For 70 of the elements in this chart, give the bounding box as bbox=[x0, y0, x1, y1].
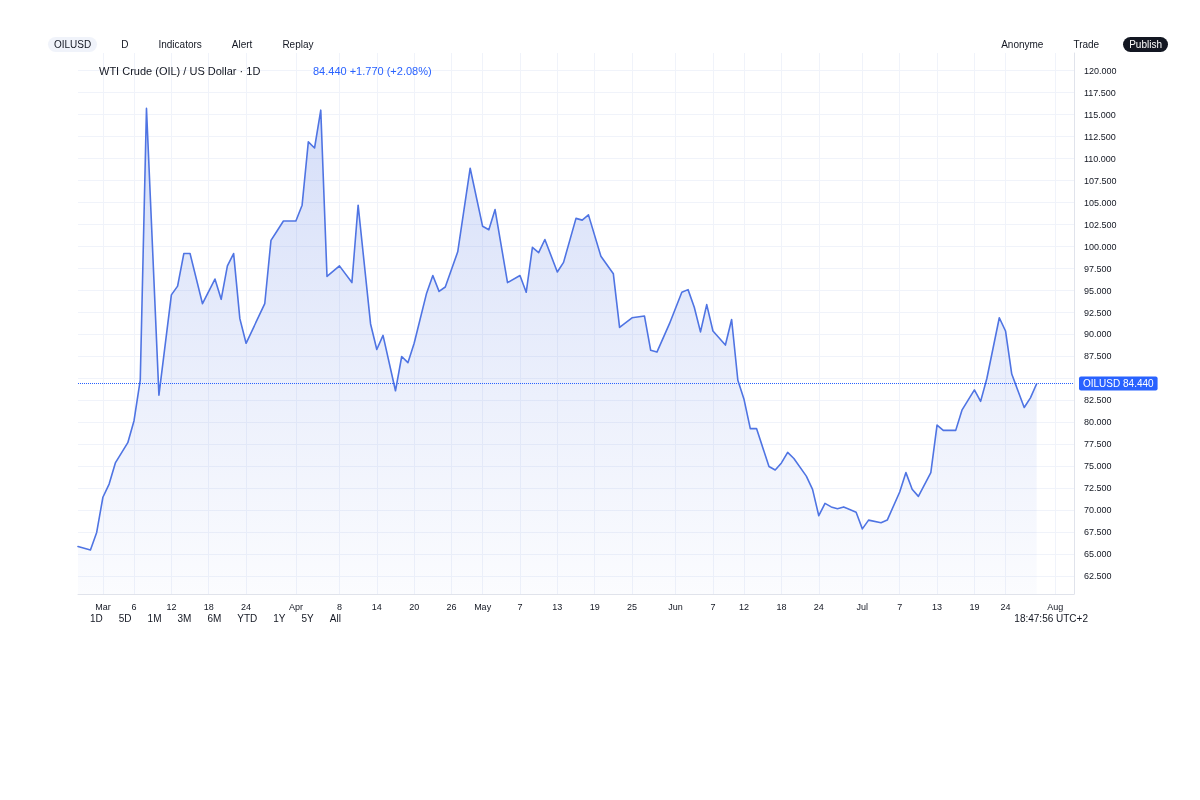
x-tick-label: 24 bbox=[813, 601, 824, 612]
text: OILUSD bbox=[48, 36, 98, 52]
x-tick-label: 20 bbox=[409, 601, 420, 612]
y-tick-label: 107.500 bbox=[1084, 175, 1117, 186]
text: Publish bbox=[1123, 36, 1168, 52]
y-tick-label: 90.000 bbox=[1084, 329, 1112, 340]
x-tick-label: 13 bbox=[932, 601, 943, 612]
y-tick-label: 87.500 bbox=[1084, 351, 1112, 362]
x-tick-label: 18 bbox=[203, 601, 214, 612]
x-tick-label: 19 bbox=[969, 601, 980, 612]
y-tick-label: 102.500 bbox=[1084, 219, 1117, 230]
y-tick-label: 62.500 bbox=[1084, 571, 1112, 582]
x-tick-label: 25 bbox=[627, 601, 638, 612]
y-tick-label: 112.500 bbox=[1084, 131, 1116, 142]
x-tick-label: 8 bbox=[336, 601, 342, 612]
x-tick-label: 12 bbox=[166, 601, 177, 612]
x-tick-label: 26 bbox=[446, 601, 457, 612]
text: YTD bbox=[236, 611, 259, 626]
x-tick-label: 19 bbox=[589, 601, 600, 612]
text: Trade bbox=[1072, 37, 1101, 52]
text: D bbox=[120, 37, 130, 52]
y-tick-label: 95.000 bbox=[1084, 285, 1112, 296]
text: 18:47:56 UTC+2 bbox=[1013, 612, 1089, 626]
text: All bbox=[328, 611, 342, 626]
text: WTI Crude (OIL) / US Dollar · 1D bbox=[99, 64, 261, 77]
text: Replay bbox=[281, 37, 315, 52]
y-tick-label: 97.500 bbox=[1084, 263, 1112, 274]
ref-line-label: OILUSD 84.440 bbox=[1083, 377, 1155, 389]
x-tick-label: 12 bbox=[739, 601, 750, 612]
x-tick-label: Jul bbox=[856, 601, 869, 612]
y-tick-label: 77.500 bbox=[1084, 439, 1112, 450]
x-tick-label: 13 bbox=[552, 601, 563, 612]
text: 1M bbox=[146, 611, 163, 626]
y-tick-label: 67.500 bbox=[1084, 527, 1112, 538]
y-tick-label: 70.000 bbox=[1084, 505, 1112, 516]
x-tick-label: 7 bbox=[897, 601, 903, 612]
x-tick-label: Jun bbox=[668, 601, 683, 612]
x-tick-label: 18 bbox=[776, 601, 787, 612]
y-tick-label: 92.500 bbox=[1084, 307, 1112, 318]
y-tick-label: 117.500 bbox=[1084, 87, 1116, 98]
text: 84.440 +1.770 (+2.08%) bbox=[313, 64, 432, 77]
y-tick-label: 110.000 bbox=[1084, 153, 1116, 164]
y-tick-label: 105.000 bbox=[1084, 197, 1117, 208]
x-tick-label: 7 bbox=[517, 601, 523, 612]
x-tick-label: 24 bbox=[1000, 601, 1011, 612]
x-tick-label: 7 bbox=[710, 601, 716, 612]
y-tick-label: 100.000 bbox=[1084, 241, 1117, 252]
text: 5D bbox=[117, 611, 133, 626]
y-tick-label: 82.500 bbox=[1084, 395, 1112, 406]
x-tick-label: Aug bbox=[1047, 601, 1064, 612]
x-tick-label: 14 bbox=[371, 601, 382, 612]
y-tick-label: 80.000 bbox=[1084, 417, 1112, 428]
y-tick-label: 120.000 bbox=[1084, 65, 1117, 76]
x-tick-label: 24 bbox=[241, 601, 252, 612]
text: 6M bbox=[206, 611, 223, 626]
y-tick-label: 115.000 bbox=[1084, 109, 1116, 120]
y-tick-label: 65.000 bbox=[1084, 549, 1112, 560]
text: 3M bbox=[176, 611, 193, 626]
text: 5Y bbox=[300, 612, 315, 626]
x-tick-label: 6 bbox=[131, 601, 137, 612]
x-tick-label: May bbox=[474, 601, 492, 612]
x-tick-label: Mar bbox=[95, 601, 111, 612]
text: Alert bbox=[230, 37, 254, 52]
text: 1Y bbox=[272, 611, 287, 626]
text: 1D bbox=[89, 611, 104, 626]
y-tick-label: 75.000 bbox=[1084, 461, 1112, 472]
x-tick-label: Apr bbox=[288, 601, 303, 612]
text: Indicators bbox=[157, 37, 203, 52]
text: Anonyme bbox=[1000, 37, 1045, 52]
y-tick-label: 72.500 bbox=[1084, 483, 1112, 494]
